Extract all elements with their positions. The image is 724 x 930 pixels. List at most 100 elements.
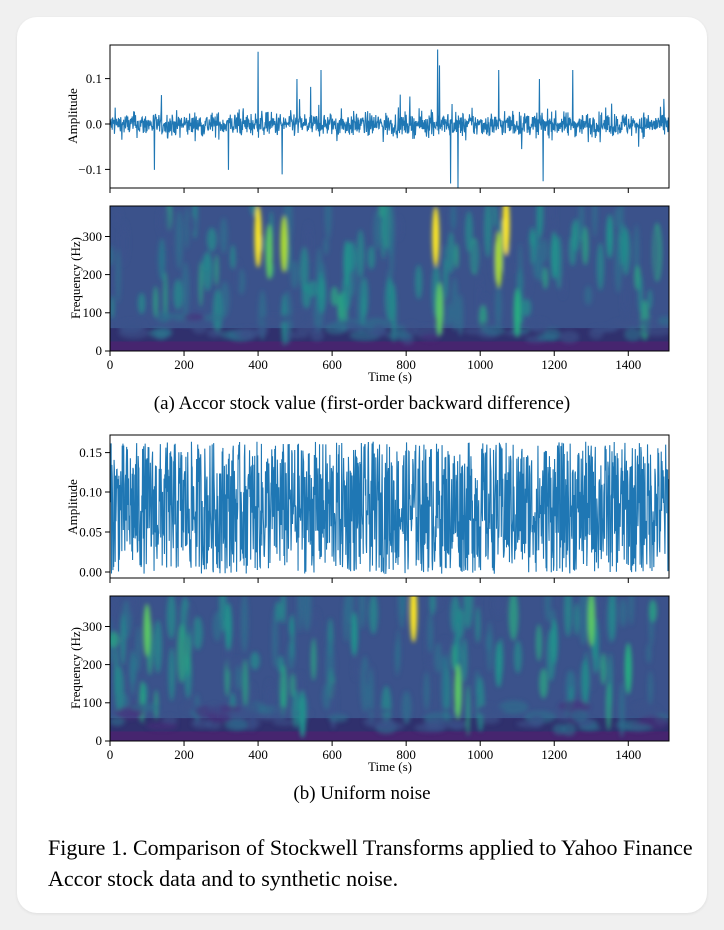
spectrogram-texture bbox=[654, 227, 659, 279]
spectrogram-hotspot bbox=[495, 231, 503, 288]
spectrogram-texture bbox=[647, 289, 653, 310]
spectrogram-texture bbox=[240, 596, 249, 653]
spectrogram-texture bbox=[622, 279, 629, 318]
spectrogram-texture bbox=[563, 596, 573, 637]
spectrogram-texture bbox=[119, 319, 143, 334]
spectrogram-xlabel: Time (s) bbox=[368, 759, 412, 774]
spectrogram-texture bbox=[536, 206, 544, 238]
spectrogram-texture bbox=[614, 207, 621, 229]
spectrogram-texture bbox=[451, 277, 459, 331]
ytick-label: 0.1 bbox=[86, 71, 102, 86]
ytick-label: 0.00 bbox=[79, 565, 102, 580]
spectrogram-texture bbox=[177, 623, 187, 684]
spectrogram-texture bbox=[235, 665, 242, 691]
spectrogram-texture bbox=[110, 295, 115, 319]
low-frequency-band bbox=[110, 341, 669, 351]
spectrogram-texture bbox=[328, 713, 349, 723]
spectrogram-texture bbox=[272, 719, 296, 726]
spectrogram-texture bbox=[484, 206, 492, 258]
spectrogram-texture bbox=[324, 206, 332, 240]
ytick-label: 300 bbox=[83, 619, 103, 634]
spectrogram-texture bbox=[312, 609, 320, 640]
xtick-label: 600 bbox=[322, 747, 342, 762]
spectrogram-texture bbox=[583, 651, 589, 710]
low-frequency-band bbox=[110, 731, 669, 741]
spectrogram-hotspot bbox=[435, 282, 443, 336]
spectrogram-texture bbox=[280, 596, 287, 624]
spectrogram-texture bbox=[476, 704, 500, 717]
spectrogram-hotspot bbox=[410, 596, 418, 643]
spectrogram-texture bbox=[128, 703, 160, 712]
spectrogram-texture bbox=[658, 316, 669, 326]
spectrogram-texture bbox=[288, 615, 295, 637]
spectrogram-axes-frame bbox=[109, 595, 670, 742]
spectrogram-texture bbox=[207, 703, 222, 714]
spectrogram-hotspot bbox=[343, 240, 351, 287]
spectrogram-texture bbox=[242, 702, 259, 716]
spectrogram-texture bbox=[279, 664, 288, 715]
ytick-label: 0 bbox=[96, 733, 103, 748]
spectrogram-texture bbox=[560, 271, 566, 299]
spectrogram-texture bbox=[381, 685, 392, 726]
xtick-label: 1200 bbox=[541, 357, 567, 372]
spectrogram-texture bbox=[192, 616, 203, 651]
spectrogram-texture bbox=[277, 314, 292, 323]
spectrogram-texture bbox=[596, 242, 605, 291]
spectrogram-texture bbox=[542, 267, 549, 290]
spectrogram-hotspot bbox=[158, 238, 166, 281]
spectrogram-texture bbox=[427, 613, 434, 654]
spectrogram-texture bbox=[540, 238, 549, 263]
spectrogram-texture bbox=[232, 327, 262, 339]
spectrogram-ylabel: Frequency (Hz) bbox=[68, 237, 83, 319]
spectrogram-texture bbox=[535, 256, 544, 282]
spectrogram-texture bbox=[638, 274, 643, 313]
spectrogram-texture bbox=[647, 670, 653, 705]
spectrogram-texture bbox=[440, 637, 449, 658]
spectrogram-texture bbox=[301, 283, 312, 309]
spectrogram-texture bbox=[614, 243, 622, 294]
spectrogram-texture bbox=[628, 596, 634, 626]
spectrogram-texture bbox=[390, 325, 408, 337]
spectrogram-texture bbox=[481, 714, 501, 725]
spectrogram-texture bbox=[212, 288, 223, 335]
spectrogram-texture bbox=[513, 640, 522, 674]
spectrogram-hotspot bbox=[280, 215, 288, 273]
spectrogram-texture bbox=[461, 637, 468, 683]
spectrogram-texture bbox=[561, 722, 577, 737]
spectrogram-texture bbox=[219, 217, 228, 254]
spectrogram-texture bbox=[114, 207, 122, 227]
spectrogram-texture bbox=[148, 328, 172, 339]
spectrogram-texture bbox=[266, 679, 273, 714]
spectrogram-texture bbox=[485, 632, 493, 652]
spectrogram-texture bbox=[206, 227, 217, 252]
spectrogram-texture bbox=[317, 277, 327, 314]
spectrogram-texture bbox=[310, 638, 317, 681]
spectrogram-texture bbox=[356, 229, 365, 279]
spectrogram-texture bbox=[403, 322, 418, 335]
spectrogram-texture bbox=[581, 226, 589, 266]
ytick-label: −0.1 bbox=[78, 162, 102, 177]
spectrogram-texture bbox=[250, 651, 260, 670]
ytick-label: 300 bbox=[83, 229, 103, 244]
spectrogram-texture bbox=[571, 218, 581, 252]
spectrogram-texture bbox=[181, 261, 190, 316]
spectrogram-texture bbox=[175, 210, 184, 270]
spectrogram-xlabel: Time (s) bbox=[368, 369, 412, 384]
ytick-label: 0.05 bbox=[79, 525, 102, 540]
spectrogram-texture bbox=[476, 676, 485, 732]
spectrogram-texture bbox=[373, 210, 381, 251]
amplitude-axes-frame bbox=[109, 44, 670, 189]
spectrogram-texture bbox=[397, 596, 406, 629]
xtick-label: 1400 bbox=[615, 747, 641, 762]
spectrogram-hotspot bbox=[265, 224, 273, 280]
spectrogram-texture bbox=[187, 215, 197, 234]
xtick-label: 0 bbox=[107, 747, 114, 762]
spectrogram-texture bbox=[323, 237, 329, 255]
spectrogram-texture bbox=[466, 684, 471, 737]
accor-amplitude-series bbox=[110, 49, 669, 188]
spectrogram-hotspot bbox=[454, 663, 462, 719]
spectrogram-texture bbox=[519, 292, 524, 325]
spectrogram-texture bbox=[646, 643, 652, 664]
noise-amplitude-series bbox=[110, 441, 669, 575]
